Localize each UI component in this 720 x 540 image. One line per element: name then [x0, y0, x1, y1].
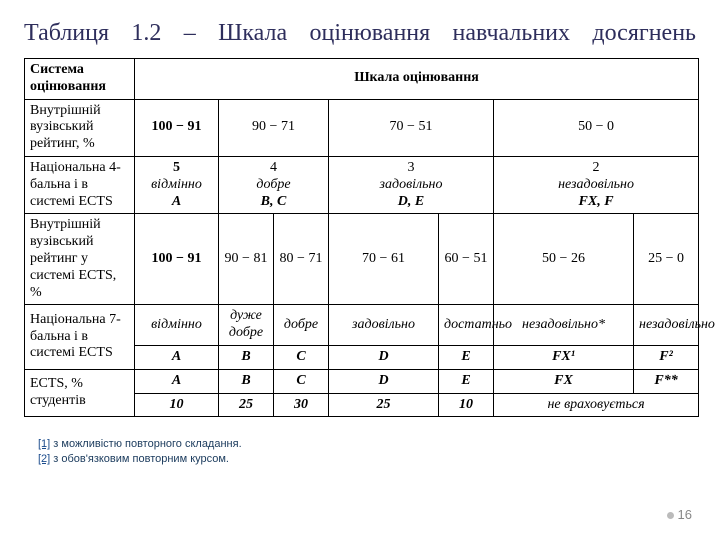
- footnote-marker[interactable]: [1]: [38, 438, 50, 450]
- footnote-marker[interactable]: [2]: [38, 453, 50, 465]
- cell: 25: [329, 393, 439, 417]
- table-row: ECTS, % студентів A B C D E FX F**: [25, 369, 699, 393]
- cell: 10: [135, 393, 219, 417]
- footnotes: [1] з можливістю повторного складання. […: [24, 437, 696, 467]
- cell: 50 − 0: [494, 99, 699, 156]
- header-scale: Шкала оцінювання: [135, 59, 699, 100]
- cell: задовільно: [329, 305, 439, 346]
- cell: 30: [274, 393, 329, 417]
- cell: 100 − 91: [135, 99, 219, 156]
- cell: D: [329, 345, 439, 369]
- cell: 90 − 81: [219, 214, 274, 305]
- cell: відмінно: [135, 305, 219, 346]
- cell: 100 − 91: [135, 214, 219, 305]
- cell: добре: [274, 305, 329, 346]
- cell: 4 добре B, C: [219, 156, 329, 213]
- cell: D: [329, 369, 439, 393]
- cell: B: [219, 345, 274, 369]
- cell: A: [135, 345, 219, 369]
- table-row: Внутрішній вузівський рейтинг, % 100 − 9…: [25, 99, 699, 156]
- cell: 10: [439, 393, 494, 417]
- cell: 2 незадовільно FX, F: [494, 156, 699, 213]
- cell: E: [439, 345, 494, 369]
- cell: E: [439, 369, 494, 393]
- cell: не враховується: [494, 393, 699, 417]
- header-system: Система оцінювання: [25, 59, 135, 100]
- cell: FX: [494, 369, 634, 393]
- cell: 5 відмінно A: [135, 156, 219, 213]
- row-label: Національна 7-бальна і в системі ECTS: [25, 305, 135, 369]
- cell: 90 − 71: [219, 99, 329, 156]
- footnote-1: [1] з можливістю повторного складання.: [38, 437, 696, 452]
- page-number: 16: [667, 507, 692, 522]
- table-row: Внутрішній вузівський рейтинг у системі …: [25, 214, 699, 305]
- cell: F²: [634, 345, 699, 369]
- cell: незадовільно: [634, 305, 699, 346]
- grading-table: Система оцінювання Шкала оцінювання Внут…: [24, 58, 699, 417]
- cell: 70 − 51: [329, 99, 494, 156]
- cell: A: [135, 369, 219, 393]
- cell: 80 − 71: [274, 214, 329, 305]
- row-label: Внутрішній вузівський рейтинг у системі …: [25, 214, 135, 305]
- cell: F**: [634, 369, 699, 393]
- cell: 50 − 26: [494, 214, 634, 305]
- footnote-2: [2] з обов'язковим повторним курсом.: [38, 452, 696, 467]
- cell: 70 − 61: [329, 214, 439, 305]
- cell: 60 − 51: [439, 214, 494, 305]
- row-label: Національна 4-бальна і в системі ECTS: [25, 156, 135, 213]
- page-title: Таблиця 1.2 – Шкала оцінювання навчальни…: [24, 18, 696, 48]
- table-row: Національна 7-бальна і в системі ECTS ві…: [25, 305, 699, 346]
- cell: B: [219, 369, 274, 393]
- table-row: Національна 4-бальна і в системі ECTS 5 …: [25, 156, 699, 213]
- cell: незадовільно*: [494, 305, 634, 346]
- cell: 25: [219, 393, 274, 417]
- row-label: ECTS, % студентів: [25, 369, 135, 417]
- cell: достатньо: [439, 305, 494, 346]
- row-label: Внутрішній вузівський рейтинг, %: [25, 99, 135, 156]
- cell: 3 задовільно D, E: [329, 156, 494, 213]
- cell: дуже добре: [219, 305, 274, 346]
- cell: C: [274, 369, 329, 393]
- cell: 25 − 0: [634, 214, 699, 305]
- cell: FX¹: [494, 345, 634, 369]
- cell: C: [274, 345, 329, 369]
